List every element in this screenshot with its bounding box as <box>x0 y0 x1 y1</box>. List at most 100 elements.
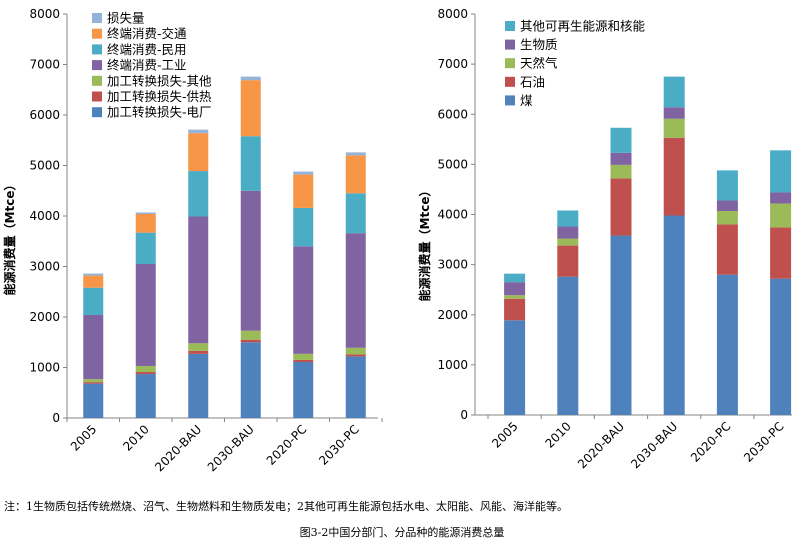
bar-segment <box>188 216 209 344</box>
bar-segment <box>293 207 314 247</box>
bar-segment <box>293 174 314 208</box>
bar-segment <box>345 155 366 194</box>
bar-segment <box>240 342 261 418</box>
bar-segment <box>83 382 104 384</box>
bar-segment <box>663 215 685 415</box>
bar-segment <box>504 295 526 299</box>
legend-swatch <box>92 44 102 55</box>
bar-segment <box>135 365 156 373</box>
bar-segment <box>240 80 261 137</box>
y-tick-label: 7000 <box>29 58 60 72</box>
legend-swatch <box>92 75 102 86</box>
bar-segment <box>293 171 314 175</box>
bar-segment <box>83 287 104 315</box>
bar-segment <box>557 226 579 239</box>
y-axis-title: 能源消费量（Mtce） <box>417 185 432 302</box>
y-tick-label: 2000 <box>437 308 468 322</box>
bar-segment <box>188 343 209 351</box>
legend-label: 煤 <box>520 93 533 108</box>
legend-label: 加工转换损失-供热 <box>107 89 212 104</box>
bar-segment <box>293 361 314 418</box>
y-tick-label: 0 <box>460 408 468 422</box>
x-tick-label: 2020-BAU <box>575 419 627 471</box>
bar-segment <box>345 354 366 357</box>
legend-swatch <box>92 107 102 118</box>
x-tick-label: 2010 <box>120 422 151 453</box>
bar-segment <box>345 152 366 156</box>
legend-swatch <box>505 76 515 87</box>
bar-segment <box>135 212 156 214</box>
bar-segment <box>504 320 526 415</box>
bar-segment <box>345 356 366 418</box>
bar-segment <box>716 210 738 225</box>
legend-swatch <box>92 91 102 102</box>
bar-segment <box>610 178 632 236</box>
bar-segment <box>188 350 209 354</box>
bar-segment <box>610 164 632 179</box>
bar-segment <box>610 235 632 415</box>
x-tick-label: 2005 <box>68 422 99 453</box>
bar-segment <box>557 238 579 246</box>
bar-segment <box>770 150 792 193</box>
bar-segment <box>716 274 738 415</box>
bar-segment <box>293 246 314 354</box>
legend-swatch <box>92 60 102 71</box>
bar-segment <box>663 118 685 138</box>
x-tick-label: 2010 <box>542 419 573 450</box>
bar-segment <box>83 273 104 276</box>
y-tick-label: 8000 <box>437 7 468 21</box>
bar-segment <box>610 127 632 153</box>
bar-segment <box>557 210 579 227</box>
legend-label: 生物质 <box>520 37 558 52</box>
y-tick-label: 1000 <box>437 358 468 372</box>
bar-segment <box>135 263 156 366</box>
bar-segment <box>240 76 261 81</box>
bar-segment <box>345 347 366 355</box>
legend-swatch <box>92 13 102 23</box>
bar-segment <box>663 76 685 108</box>
bar-segment <box>188 171 209 217</box>
y-tick-label: 6000 <box>29 108 60 122</box>
bar-segment <box>135 232 156 264</box>
y-tick-label: 2000 <box>29 310 60 324</box>
x-tick-label: 2030-PC <box>316 422 362 468</box>
bar-segment <box>504 273 526 283</box>
bar-segment <box>663 137 685 216</box>
y-tick-label: 8000 <box>29 7 60 21</box>
bar-segment <box>293 353 314 360</box>
bar-segment <box>188 353 209 418</box>
bar-segment <box>504 282 526 296</box>
y-tick-label: 0 <box>52 411 60 425</box>
charts-canvas: 0 1000 2000 3000 4000 5000 6000 7000 8000 2005 201… <box>2 7 792 474</box>
bar-segment <box>135 213 156 233</box>
x-tick-label: 2030-BAU <box>628 419 680 471</box>
bar-segment <box>188 129 209 134</box>
legend-swatch <box>505 58 515 69</box>
legend-label: 损失量 <box>107 11 145 26</box>
figure-caption: 图3-2中国分部门、分品种的能源消费总量 <box>299 526 505 539</box>
y-tick-label: 7000 <box>437 57 468 71</box>
bar-segment <box>240 330 261 340</box>
footnote: 注：1生物质包括传统燃烧、沼气、生物燃料和生物质发电；2其他可再生能源包括水电、… <box>4 500 568 513</box>
bar-segment <box>770 227 792 279</box>
legend-swatch <box>505 39 515 50</box>
bar-segment <box>716 170 738 201</box>
y-tick-label: 3000 <box>437 258 468 272</box>
bar-segment <box>83 383 104 418</box>
y-tick-label: 3000 <box>29 260 60 274</box>
legend-swatch <box>92 28 102 39</box>
bar-segment <box>770 203 792 228</box>
bar-segment <box>188 133 209 172</box>
y-tick-label: 4000 <box>437 208 468 222</box>
bar-segment <box>716 224 738 275</box>
bar-segment <box>610 152 632 165</box>
bar-segment <box>83 275 104 288</box>
legend-label: 终端消费-交通 <box>107 26 187 41</box>
legend-label: 其他可再生能源和核能 <box>520 19 646 34</box>
bar-segment <box>557 276 579 415</box>
legend-label: 终端消费-民用 <box>107 42 187 57</box>
bar-segment <box>716 200 738 211</box>
y-tick-label: 6000 <box>437 107 468 121</box>
y-tick-label: 5000 <box>437 157 468 171</box>
bar-segment <box>504 298 526 321</box>
